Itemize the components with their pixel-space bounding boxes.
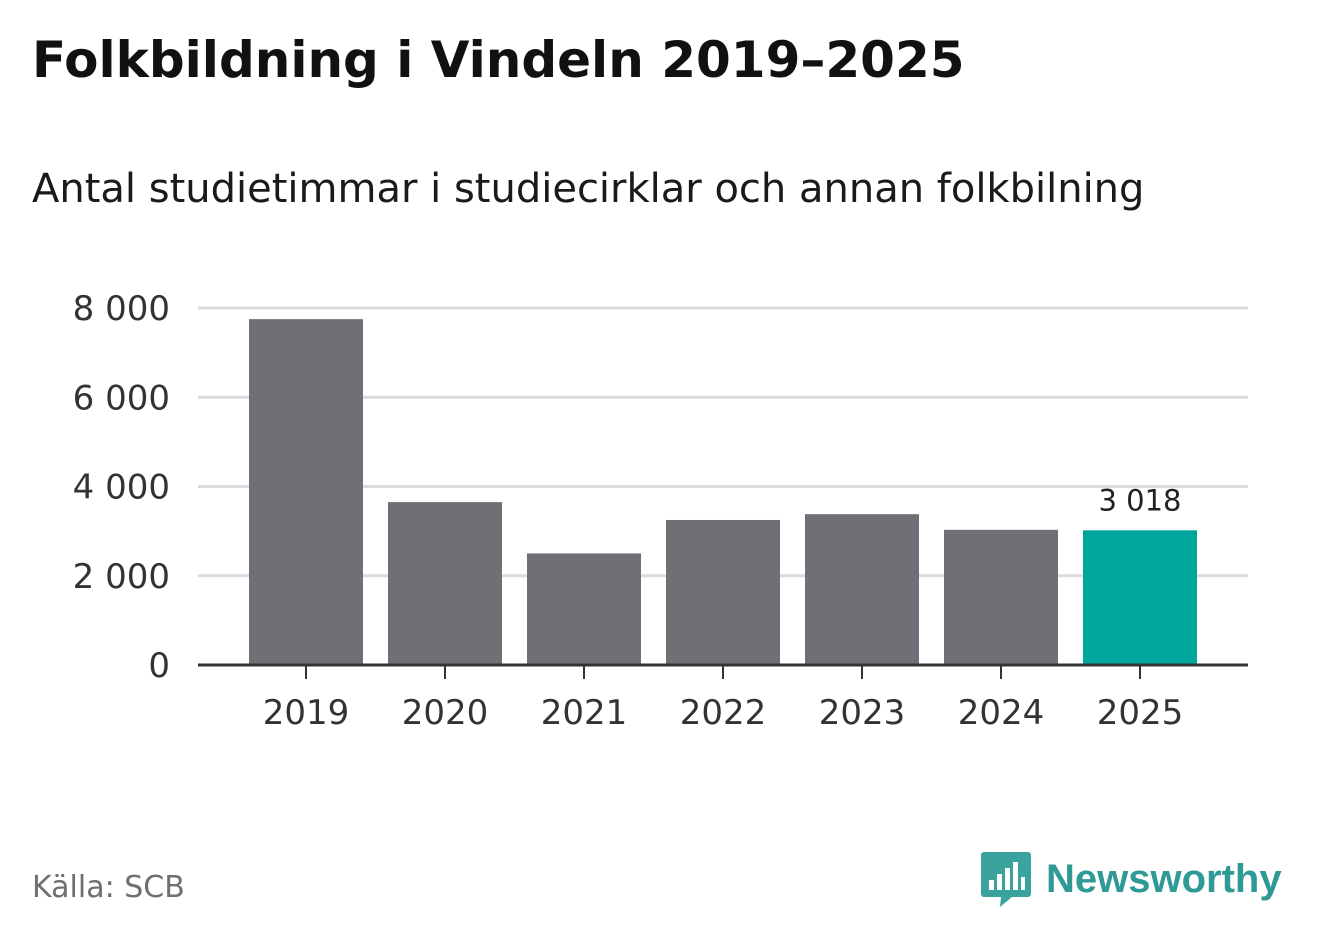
brand-name: Newsworthy	[1046, 856, 1282, 901]
x-tick-label: 2022	[680, 693, 767, 733]
bar-2022	[666, 519, 780, 665]
source-note: Källa: SCB	[32, 870, 185, 905]
x-tick-label: 2025	[1097, 693, 1184, 733]
x-tick-label: 2021	[541, 693, 628, 733]
y-tick-label: 8 000	[73, 289, 170, 329]
bar-2019	[249, 319, 363, 665]
x-tick-label: 2019	[263, 693, 350, 733]
bar-2021	[527, 553, 641, 665]
y-tick-label: 4 000	[73, 468, 170, 508]
bar-2024	[944, 529, 1058, 665]
bar-2025	[1083, 530, 1197, 665]
x-tick-label: 2020	[402, 693, 489, 733]
chart-title: Folkbildning i Vindeln 2019–2025	[32, 31, 965, 89]
y-tick-label: 2 000	[73, 557, 170, 597]
bar-2023	[805, 514, 919, 665]
x-tick-label: 2024	[958, 693, 1045, 733]
y-tick-label: 6 000	[73, 378, 170, 418]
data-label-2025: 3 018	[1098, 483, 1181, 517]
chart-subtitle: Antal studietimmar i studiecirklar och a…	[32, 166, 1145, 212]
brand: Newsworthy	[980, 850, 1282, 908]
newsworthy-logo-icon	[981, 852, 1031, 907]
x-tick-label: 2023	[819, 693, 906, 733]
bar-2020	[388, 502, 502, 665]
y-tick-label: 0	[148, 646, 170, 686]
